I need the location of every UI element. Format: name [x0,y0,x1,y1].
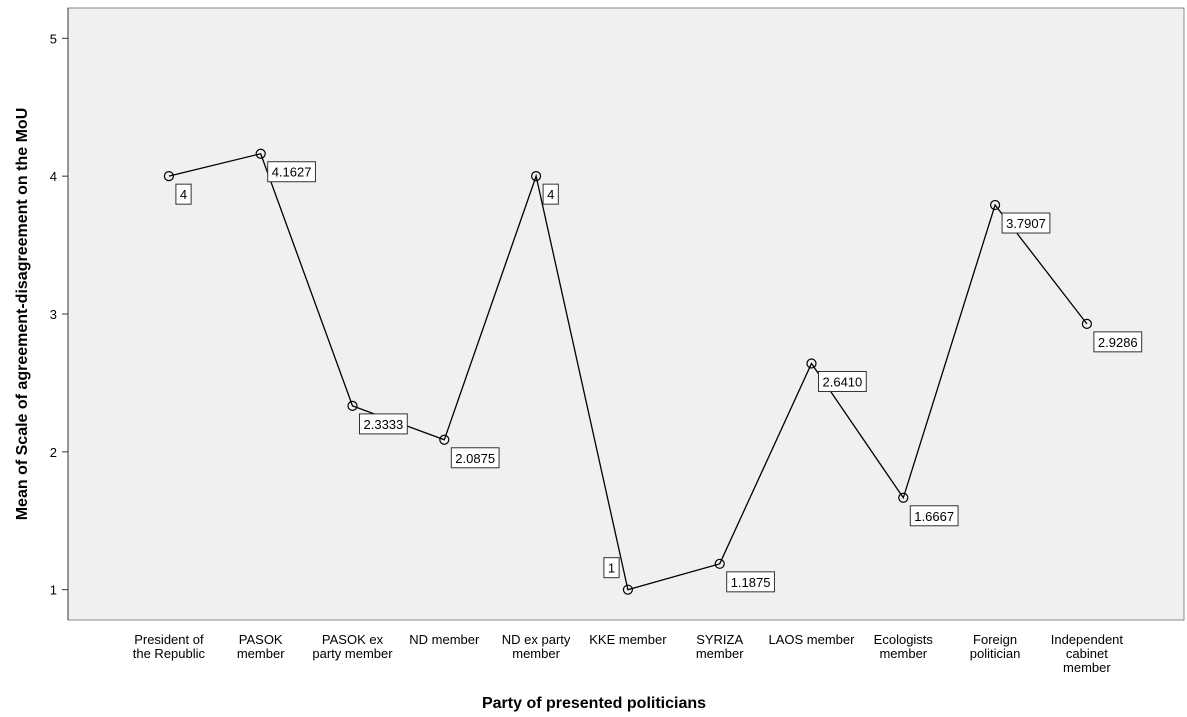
x-tick-label: SYRIZA member [695,632,744,661]
value-label-box [542,183,559,205]
value-label: 1.1875 [731,575,771,590]
marker [530,171,542,182]
y-tick-label: 2 [50,445,57,460]
marker [163,171,174,182]
value-label: 4 [180,187,187,202]
marker [347,400,358,411]
value-label-box [450,447,500,469]
value-label: 1.6667 [914,509,954,524]
value-label: 4.1627 [272,165,312,180]
x-tick-label: ND ex party member [501,632,571,661]
x-tick-label: Foreign politician [969,632,1021,661]
value-label-box [359,413,408,435]
value-label-box [1093,331,1143,353]
value-label: 2.9286 [1098,335,1138,350]
marker [806,358,817,369]
plot-area [67,7,1185,621]
value-label-box [818,370,867,392]
marker [714,558,725,569]
value-label: 2.6410 [823,374,863,389]
value-label: 3.7907 [1006,216,1046,231]
marker [989,199,1001,211]
x-tick-label: President of the Republic [132,632,206,661]
x-axis-title: Party of presented politicians [482,695,706,712]
value-label: 2.3333 [364,417,404,432]
value-label: 1 [608,561,615,576]
y-tick-label: 5 [50,31,57,46]
marker [255,148,266,159]
line [168,152,1088,591]
x-tick-label: Ecologists member [873,632,933,661]
y-tick-label: 1 [50,583,57,598]
x-tick-label: ND member [409,632,480,647]
value-label-box [726,571,775,593]
y-axis-title: Mean of Scale of agreement-disagreement … [14,108,31,521]
value-label-box [603,557,620,579]
x-tick-label: LAOS member [768,632,855,647]
marker [622,584,634,595]
y-tick-label: 4 [50,169,57,184]
x-tick-label: KKE member [589,632,667,647]
marker [439,434,450,445]
x-tick-label: PASOK member [236,632,285,661]
x-tick-label: Independent cabinet member [1050,632,1124,675]
value-label-box [909,505,959,527]
value-label: 4 [547,187,554,202]
value-label-box [175,183,192,205]
value-label-box [1001,212,1051,234]
x-tick-label: PASOK ex party member [312,632,393,661]
y-tick-label: 3 [50,307,57,322]
marker [1081,318,1093,329]
value-label: 2.0875 [455,451,495,466]
value-label-box [267,161,316,183]
marker [898,492,909,503]
